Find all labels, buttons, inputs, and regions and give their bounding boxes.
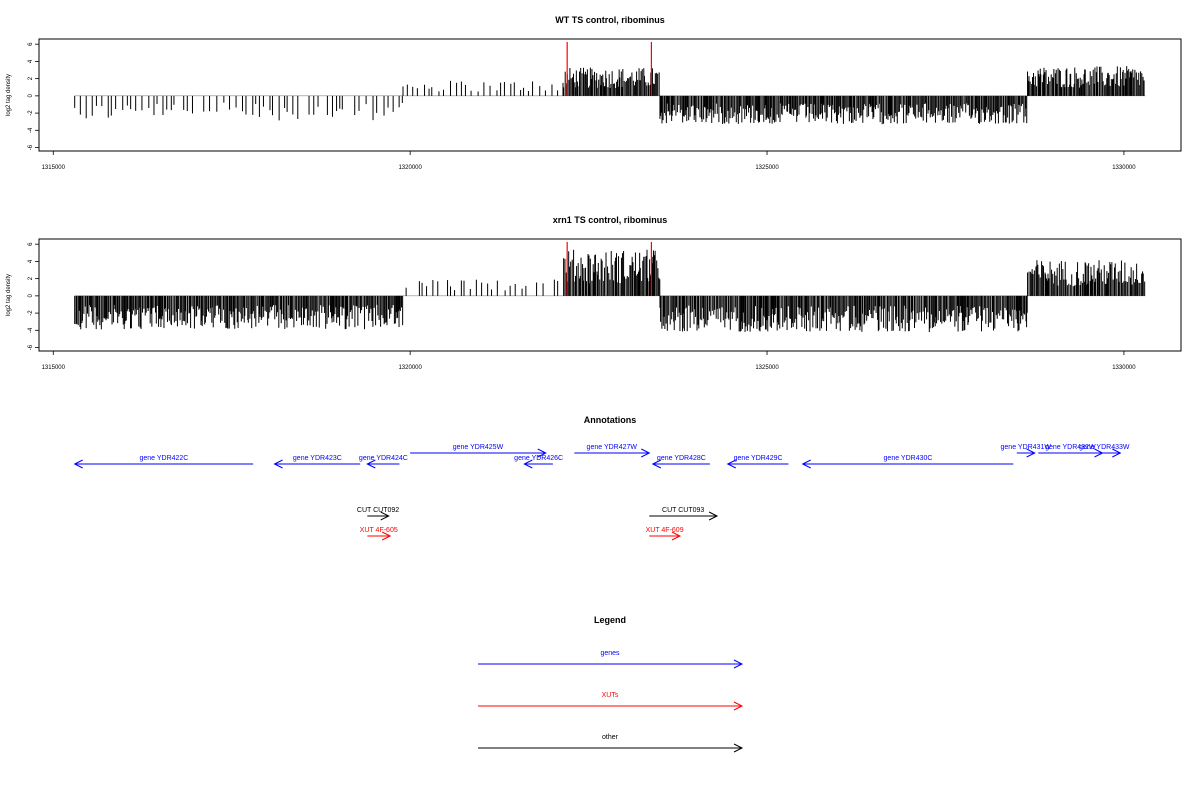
annotation-feature: gene YDR422C xyxy=(73,455,254,469)
x-tick-label: 1320000 xyxy=(398,365,422,371)
x-tick-label: 1320000 xyxy=(398,165,422,171)
feature-arrow-head xyxy=(708,511,719,521)
feature-arrow-head xyxy=(537,448,547,458)
y-tick-label: 4 xyxy=(28,259,34,263)
y-tick-label: 2 xyxy=(28,76,34,80)
feature-label: gene YDR422C xyxy=(139,455,188,462)
feature-arrow-head xyxy=(380,511,390,521)
legend-item-genes: genes xyxy=(478,650,744,669)
xrn1-plot-frame xyxy=(38,238,1182,352)
y-tick-label: 2 xyxy=(28,276,34,280)
legend-arrow-head xyxy=(733,701,744,711)
annotation-feature: gene YDR431W xyxy=(1001,444,1052,458)
feature-arrow-head xyxy=(801,459,811,469)
x-tick-label: 1315000 xyxy=(42,365,66,371)
feature-label: gene YDR426C xyxy=(514,455,563,462)
xrn1-markers xyxy=(566,242,652,296)
feature-label: XUT 4F-605 xyxy=(360,527,398,534)
legend-item-XUTs: XUTs xyxy=(478,692,744,711)
annotation-feature: gene YDR427W xyxy=(574,444,651,458)
annotations-title: Annotations xyxy=(584,415,637,425)
legend-items: genes XUTs other xyxy=(478,650,744,753)
feature-arrow-head xyxy=(726,459,736,469)
feature-label: gene YDR431W xyxy=(1001,444,1052,451)
annotation-feature: gene YDR428C xyxy=(651,455,710,469)
xrn1-bars xyxy=(74,249,1146,333)
annotation-feature: gene YDR430C xyxy=(801,455,1014,469)
y-tick-label: 0 xyxy=(28,294,34,298)
annotation-feature: gene YDR426C xyxy=(514,455,563,469)
feature-label: gene YDR427W xyxy=(587,444,638,451)
feature-arrow-head xyxy=(671,531,682,541)
legend-panel: Legend genes XUTs other xyxy=(478,615,744,753)
annotation-feature: gene YDR424C xyxy=(359,455,408,469)
y-tick-label: -4 xyxy=(28,127,34,133)
y-tick-label: 6 xyxy=(28,42,34,46)
legend-arrow-head xyxy=(733,659,744,669)
feature-label: gene YDR430C xyxy=(884,455,933,462)
wt-markers xyxy=(566,42,652,96)
x-tick-label: 1330000 xyxy=(1112,165,1136,171)
annotation-feature: XUT 4F-609 xyxy=(646,527,684,541)
feature-label: XUT 4F-609 xyxy=(646,527,684,534)
legend-label: other xyxy=(602,734,619,741)
annotation-feature: CUT CUT093 xyxy=(649,507,719,521)
feature-arrow-head xyxy=(651,459,662,469)
annotations-panel: Annotations gene YDR422C gene YDR423C gene… xyxy=(73,415,1130,541)
annotation-feature: CUT CUT092 xyxy=(357,507,399,521)
feature-label: CUT CUT093 xyxy=(662,507,704,514)
x-tick-label: 1330000 xyxy=(1112,365,1136,371)
wt-y-axis-label: log2 tag density xyxy=(6,74,12,116)
annotation-feature: gene YDR423C xyxy=(273,455,361,469)
annotation-feature: XUT 4F-605 xyxy=(360,527,398,541)
xrn1-axes: 6 4 2 0 -2 -4 -6 1315000 1320000 1325000 1330000 xyxy=(28,242,1136,371)
feature-arrow-head xyxy=(366,459,376,469)
feature-arrow-head xyxy=(73,459,83,469)
y-tick-label: 6 xyxy=(28,242,34,246)
feature-label: gene YDR425W xyxy=(453,444,504,451)
annotation-features: gene YDR422C gene YDR423C gene YDR424C gene… xyxy=(73,444,1130,541)
legend-item-other: other xyxy=(478,734,744,753)
xrn1-density-panel: xrn1 TS control, ribominus log2 tag dens… xyxy=(6,215,1182,371)
xrn1-y-axis-label: log2 tag density xyxy=(6,274,12,316)
y-tick-label: -4 xyxy=(28,327,34,333)
feature-label: gene YDR423C xyxy=(293,455,342,462)
feature-label: gene YDR429C xyxy=(734,455,783,462)
feature-arrow-head xyxy=(381,531,392,541)
legend-label: XUTs xyxy=(602,692,619,699)
feature-label: gene YDR424C xyxy=(359,455,408,462)
wt-panel-title: WT TS control, ribominus xyxy=(555,15,665,25)
feature-arrow-head xyxy=(641,448,651,458)
y-tick-label: -6 xyxy=(28,144,34,150)
wt-plot-frame xyxy=(38,38,1182,152)
y-tick-label: -6 xyxy=(28,344,34,350)
xrn1-panel-title: xrn1 TS control, ribominus xyxy=(553,215,668,225)
wt-bars xyxy=(74,66,1146,125)
annotation-feature: gene YDR433W xyxy=(1079,444,1130,458)
x-tick-label: 1315000 xyxy=(42,165,66,171)
feature-arrow-head xyxy=(1112,448,1122,458)
feature-arrow-head xyxy=(1026,448,1036,458)
legend-title: Legend xyxy=(594,615,626,625)
annotation-feature: gene YDR429C xyxy=(726,455,789,469)
y-tick-label: 4 xyxy=(28,59,34,63)
y-tick-label: -2 xyxy=(28,110,34,116)
x-tick-label: 1325000 xyxy=(755,365,779,371)
feature-label: CUT CUT092 xyxy=(357,507,399,514)
feature-label: gene YDR428C xyxy=(657,455,706,462)
legend-label: genes xyxy=(600,650,620,657)
x-tick-label: 1325000 xyxy=(755,165,779,171)
y-tick-label: -2 xyxy=(28,310,34,316)
annotation-feature: gene YDR425W xyxy=(410,444,547,458)
y-tick-label: 0 xyxy=(28,94,34,98)
feature-label: gene YDR433W xyxy=(1079,444,1130,451)
wt-density-panel: WT TS control, ribominus log2 tag densit… xyxy=(6,15,1182,171)
feature-label: gene YDR432W xyxy=(1045,444,1096,451)
feature-arrow-head xyxy=(273,459,283,469)
feature-arrow-head xyxy=(523,459,533,469)
wt-axes: 6 4 2 0 -2 -4 -6 1315000 1320000 1325000 1330000 xyxy=(28,42,1136,171)
legend-arrow-head xyxy=(733,743,744,753)
